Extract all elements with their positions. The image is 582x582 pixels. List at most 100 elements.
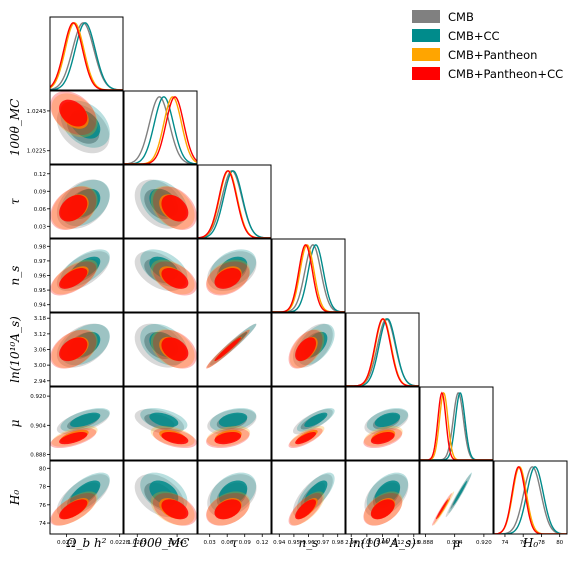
marginal-CMB: [198, 170, 271, 238]
marginal-CMB+Pantheon: [50, 22, 123, 90]
y-axis-label: τ: [8, 198, 22, 205]
x-axis-label: μ: [453, 536, 461, 550]
panel-3-5: [271, 386, 346, 461]
y-tick-label: 0.03: [34, 224, 47, 230]
x-tick-label: 0.888: [418, 540, 434, 546]
panel-0-2: 0.12 0.09 0.06 0.03: [34, 164, 124, 239]
y-tick-label: 3.12: [34, 332, 46, 338]
legend-swatch: [412, 48, 440, 61]
x-tick-label: 78: [538, 540, 545, 546]
x-tick-label: 0.0220: [57, 540, 77, 546]
x-axis-label: τ: [231, 536, 238, 550]
contour-1sigma-CMB+Pantheon+CC: [214, 267, 242, 289]
panel-2-4: [197, 312, 272, 387]
contour-1sigma-CMB+Pantheon+CC: [435, 499, 448, 520]
x-tick-label: 0.904: [447, 540, 463, 546]
y-tick-label: 80: [39, 466, 46, 472]
panel-frame: [419, 460, 494, 535]
legend-swatch: [412, 29, 440, 42]
x-tick-label: 0.96: [302, 540, 315, 546]
panel-5-5: [419, 386, 494, 461]
panel-frame: [345, 312, 420, 387]
panel-frame: [123, 164, 198, 239]
panel-4-5: [345, 386, 420, 461]
panel-frame: [123, 312, 198, 387]
x-axis-label: Ω_b h²: [66, 536, 107, 550]
y-tick-label: 0.98: [34, 244, 47, 250]
x-tick-label: 0.03: [204, 540, 217, 546]
y-tick-label: 0.904: [30, 423, 46, 429]
x-tick-label: 0.920: [476, 540, 492, 546]
panel-6-6: 74 76 78 80: [493, 460, 568, 546]
y-axis-label: H₀: [8, 490, 22, 506]
contour-1sigma-CMB+Pantheon+CC: [59, 99, 88, 127]
panel-frame: [493, 460, 568, 535]
marginal-CMB+CC: [346, 318, 419, 386]
marginal-CMB: [420, 391, 493, 460]
y-axis-label: 100θ_MC: [8, 99, 22, 157]
contour-1sigma-CMB+Pantheon+CC: [161, 432, 189, 445]
panel-frame: [49, 460, 124, 535]
marginal-CMB: [124, 96, 197, 164]
y-axis-label: ln(10¹⁰A_s): [8, 316, 22, 383]
panel-0-1: 1.0243 1.0225: [27, 90, 124, 165]
marginal-CMB+Pantheon: [420, 391, 493, 460]
panel-2-3: [197, 238, 272, 313]
panel-frame: [197, 164, 272, 239]
panel-1-6: 1.0225 1.0243: [123, 460, 198, 546]
panel-3-6: 0.94 0.95 0.96 0.97 0.98: [271, 460, 346, 546]
contour-1sigma-CMB+Pantheon+CC: [161, 337, 189, 362]
marginal-CMB: [272, 244, 345, 312]
panel-2-2: [197, 164, 272, 239]
contour-1sigma-CMB+Pantheon: [437, 498, 451, 519]
panel-frame: [197, 312, 272, 387]
panel-frame: [123, 238, 198, 313]
x-tick-label: 80: [556, 540, 563, 546]
contour-1sigma-CMB+Pantheon+CC: [59, 337, 88, 362]
panel-frame: [271, 238, 346, 313]
panel-1-5: [123, 386, 198, 461]
panel-1-2: [123, 164, 198, 239]
y-tick-label: 2.94: [34, 379, 47, 385]
contour-1sigma-CMB+Pantheon+CC: [295, 337, 316, 362]
contour-1sigma-CMB+Pantheon+CC: [370, 499, 395, 520]
contour-1sigma-CMB+Pantheon+CC: [161, 194, 189, 222]
panel-frame: [123, 460, 198, 535]
x-tick-label: 76: [520, 540, 527, 546]
y-tick-label: 0.09: [34, 189, 47, 195]
legend-swatch: [412, 67, 440, 80]
marginal-CMB+Pantheon+CC: [124, 96, 197, 164]
panel-frame: [123, 386, 198, 461]
contour-1sigma-CMB+CC: [304, 412, 328, 428]
y-tick-label: 0.95: [34, 288, 47, 294]
panel-frame: [197, 386, 272, 461]
marginal-CMB+Pantheon+CC: [494, 466, 567, 534]
legend-label: CMB+CC: [448, 29, 500, 43]
contour-1sigma-CMB+CC: [70, 412, 101, 428]
y-axis-label: n_s: [8, 266, 22, 286]
contour-1sigma-CMB+CC: [374, 412, 401, 428]
panel-frame: [197, 238, 272, 313]
contour-1sigma-CMB+CC: [452, 480, 468, 506]
y-tick-label: 0.94: [34, 303, 47, 309]
contour-1sigma-CMB+Pantheon+CC: [161, 267, 189, 289]
marginal-CMB+CC: [50, 22, 123, 90]
contour-1sigma-CMB+CC: [218, 412, 248, 428]
y-tick-label: 1.0243: [27, 109, 47, 115]
panel-1-4: [123, 312, 198, 387]
y-tick-label: 76: [39, 503, 46, 509]
y-tick-label: 0.06: [34, 207, 47, 213]
x-tick-label: 0.97: [317, 540, 330, 546]
panel-frame: [345, 386, 420, 461]
contour-1sigma-CMB+Pantheon+CC: [295, 499, 317, 520]
x-axis-label: H₀: [522, 536, 538, 550]
x-tick-label: 74: [501, 540, 508, 546]
panel-frame: [49, 16, 124, 91]
panel-0-5: 0.920 0.904 0.888: [30, 386, 124, 461]
contour-1sigma-CMB+CC: [374, 480, 401, 506]
x-tick-label: 3.00: [361, 540, 374, 546]
legend: CMB CMB+CC CMB+Pantheon CMB+Pantheon+CC: [412, 10, 563, 81]
panel-5-6: 0.888 0.904 0.920: [418, 460, 494, 546]
contour-1sigma-CMB+Pantheon+CC: [59, 194, 88, 222]
panel-frame: [197, 460, 272, 535]
